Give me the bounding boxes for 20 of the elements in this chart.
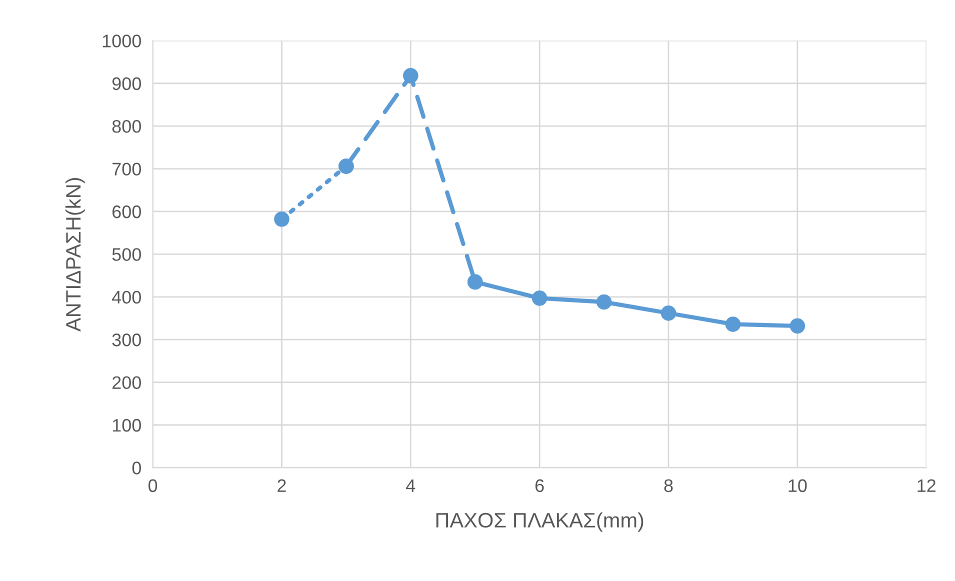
x-tick-label: 0 <box>148 479 158 492</box>
y-tick-label: 1000 <box>102 34 141 48</box>
x-tick-label: 8 <box>664 479 673 492</box>
y-tick-label: 200 <box>112 376 141 390</box>
x-axis-title: ΠΑΧΟΣ ΠΛΑΚΑΣ(mm) <box>436 512 644 532</box>
y-tick-label: 100 <box>112 418 141 432</box>
y-tick-label: 900 <box>112 77 141 90</box>
x-tick-label: 4 <box>406 479 416 492</box>
x-tick-label: 12 <box>918 479 936 492</box>
y-tick-label: 400 <box>112 290 141 304</box>
y-axis-title: ΑΝΤΙΔΡΑΣΗ(kN) <box>65 178 85 332</box>
x-tick-label: 10 <box>788 479 807 492</box>
y-tick-label: 800 <box>112 120 141 133</box>
y-tick-label: 300 <box>112 334 141 346</box>
y-tick-label: 0 <box>132 462 141 474</box>
y-tick-label: 700 <box>112 162 141 176</box>
x-tick-label: 6 <box>535 479 544 492</box>
y-tick-label: 500 <box>112 248 141 261</box>
x-tick-label: 2 <box>278 479 286 492</box>
y-tick-label: 600 <box>112 205 141 218</box>
